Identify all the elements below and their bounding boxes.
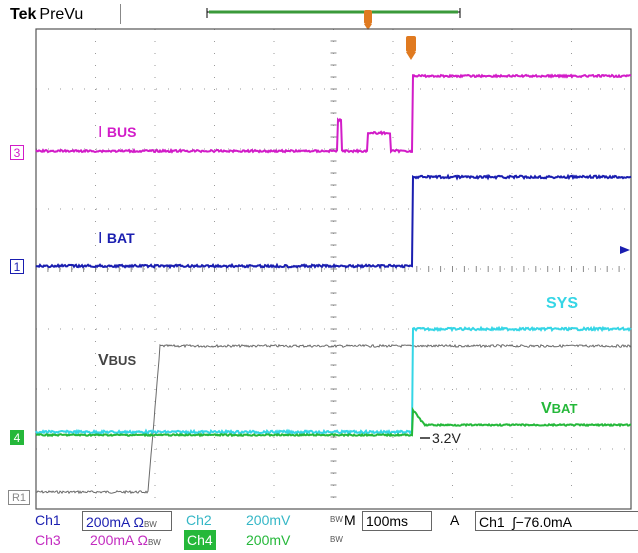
ch4-bw-icon: BW [330,535,343,544]
ch1-readout-label[interactable]: Ch1 [35,512,61,528]
sys-label: SYS [546,295,579,312]
vbat-label: VBAT [541,400,578,417]
ch1-scale-readout[interactable]: 200mA ΩBW [82,511,172,531]
ch3-marker[interactable]: 3 [10,145,24,160]
timebase-prefix: M [344,512,356,528]
ibus-trace [35,73,632,154]
graticule [35,28,632,510]
ibus-label: I BUS [98,124,137,141]
trigger-point-icon[interactable] [406,36,416,60]
ch3-scale-readout[interactable]: 200mA ΩBW [90,532,161,548]
ch4-scale-readout[interactable]: 200mV [246,532,291,548]
vbat-level-annotation: 3.2V [432,430,461,446]
ch4-readout-label[interactable]: Ch4 [184,530,216,550]
timebase-readout[interactable]: 100ms [362,511,432,531]
ch2-readout-label[interactable]: Ch2 [186,512,212,528]
vbat-trace [35,406,632,438]
settings-readout: Ch1 200mA ΩBW Ch2 200mV BW M 100ms A Ch1… [32,510,638,550]
graticule-frame [35,28,632,510]
trigger-position-icon[interactable] [364,10,372,30]
sys-trace [35,325,632,436]
ch1-marker[interactable]: 1 [10,259,24,274]
header-separator [120,4,121,24]
ch2-scale-readout[interactable]: 200mV [246,512,291,528]
vbus-label: VBUS [98,352,137,369]
record-view-bar [206,8,461,18]
ch2-bw-icon: BW [330,515,343,524]
ibat-label: I BAT [98,230,135,247]
ch3-readout-label[interactable]: Ch3 [35,532,61,548]
ch4-marker[interactable]: 4 [10,430,24,445]
brand-label: Tek PreVu [10,6,84,23]
ref1-marker[interactable]: R1 [8,490,30,505]
trigger-readout[interactable]: Ch1 ʃ−76.0mA [475,511,638,531]
acquisition-mode: A [450,512,460,528]
vbus-trace [35,343,632,495]
ibat-trace [35,173,632,270]
trigger-level-arrow[interactable] [620,246,630,254]
